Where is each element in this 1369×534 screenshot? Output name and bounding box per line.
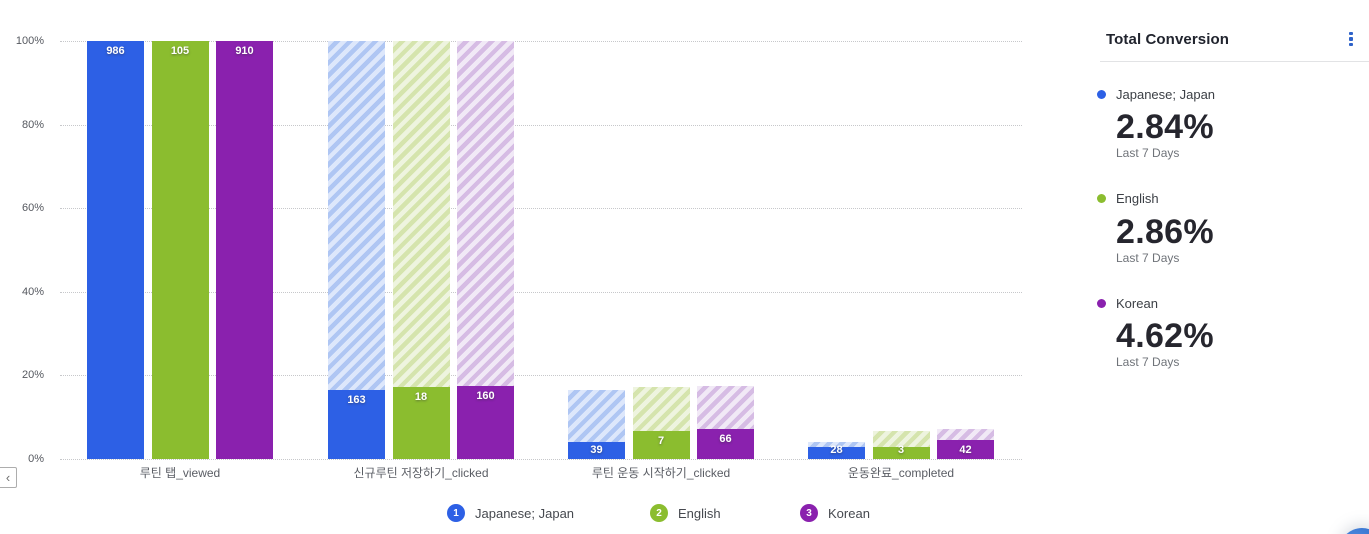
bar-converted-segment[interactable] — [808, 447, 865, 459]
y-axis-tick: 20% — [21, 369, 44, 382]
conversion-value: 2.86% — [1116, 212, 1214, 251]
legend-label: English — [678, 505, 721, 521]
y-axis-tick: 40% — [21, 285, 44, 298]
bar-converted-segment[interactable] — [872, 447, 930, 459]
bar-value-label: 910 — [235, 45, 254, 57]
legend-number-badge: 3 — [800, 504, 818, 522]
bar-dropoff-segment[interactable] — [697, 385, 754, 429]
bar-converted-segment[interactable] — [632, 431, 690, 459]
legend-item-1[interactable]: 1 Japanese; Japan — [447, 504, 574, 522]
bar-value-label: 18 — [414, 391, 428, 404]
bar-converted-segment[interactable] — [457, 385, 514, 459]
y-axis-tick: 0% — [28, 453, 44, 465]
bar-value-label: 39 — [590, 444, 603, 456]
bar-value-label: 28 — [830, 444, 843, 456]
gridline-20% — [60, 375, 1022, 377]
bar-dropoff-segment[interactable] — [392, 41, 450, 388]
conversion-period: Last 7 Days — [1116, 250, 1180, 265]
chevron-left-icon: ‹ — [5, 470, 11, 485]
help-fab-button[interactable] — [1339, 528, 1369, 534]
bar-converted-segment[interactable] — [87, 41, 144, 459]
bar-dropoff-segment[interactable] — [937, 428, 994, 440]
legend-number-badge: 1 — [447, 504, 465, 522]
legend-item-3[interactable]: 3 Korean — [800, 504, 870, 522]
pager-prev-button[interactable]: ‹ — [0, 467, 17, 488]
bar-value-label: 3 — [897, 444, 905, 456]
bar-dropoff-segment[interactable] — [808, 442, 865, 448]
series-color-dot — [1097, 298, 1106, 308]
bar-dropoff-segment[interactable] — [457, 41, 514, 386]
bar-value-label: 66 — [719, 432, 732, 445]
x-axis-category-label: 루틴 운동 시작하기_clicked — [591, 466, 731, 480]
series-name: Japanese; Japan — [1116, 86, 1216, 102]
gridline-40% — [60, 291, 1022, 293]
bar-dropoff-segment[interactable] — [328, 41, 385, 390]
bar-dropoff-segment[interactable] — [632, 387, 690, 432]
bar-converted-segment[interactable] — [568, 442, 625, 459]
gridline-0% — [60, 459, 1022, 460]
bar-converted-segment[interactable] — [697, 428, 754, 459]
y-axis-tick: 60% — [21, 202, 44, 215]
bar-value-label: 160 — [476, 389, 495, 402]
conversion-period: Last 7 Days — [1116, 146, 1180, 160]
bar-converted-segment[interactable] — [937, 439, 994, 459]
bar-value-label: 7 — [657, 435, 665, 448]
bar-value-label: 986 — [106, 45, 125, 57]
series-color-dot — [1097, 89, 1106, 99]
bar-converted-segment[interactable] — [328, 389, 385, 459]
kebab-menu-icon[interactable] — [1345, 29, 1357, 49]
gridline-60% — [60, 208, 1022, 210]
bar-dropoff-segment[interactable] — [568, 389, 625, 443]
bar-converted-segment[interactable] — [216, 41, 273, 459]
conversion-value: 2.84% — [1116, 108, 1214, 146]
conversion-value: 4.62% — [1116, 317, 1214, 355]
x-axis-category-label: 루틴 탭_viewed — [139, 466, 221, 480]
x-axis-category-label: 신규루틴 저장하기_clicked — [353, 466, 489, 480]
bar-value-label: 105 — [170, 45, 190, 57]
bar-dropoff-segment[interactable] — [872, 431, 930, 448]
bar-converted-segment[interactable] — [151, 41, 209, 459]
conversion-entry: Korean 4.62% Last 7 Days — [1097, 295, 1347, 369]
legend-label: Japanese; Japan — [475, 505, 575, 521]
bar-value-label: 163 — [347, 393, 366, 406]
legend-item-2[interactable]: 2 English — [650, 504, 721, 522]
gridline-80% — [60, 124, 1022, 126]
bar-value-label: 42 — [959, 443, 972, 456]
gridline-100% — [60, 41, 1022, 42]
series-name: English — [1116, 191, 1159, 206]
series-name: Korean — [1116, 295, 1158, 311]
panel-divider — [1100, 61, 1369, 62]
conversion-entry: English 2.86% Last 7 Days — [1097, 191, 1347, 265]
x-axis-category-label: 운동완료_completed — [847, 466, 955, 480]
y-axis-tick: 80% — [21, 118, 44, 131]
conversion-entry: Japanese; Japan 2.84% Last 7 Days — [1097, 86, 1347, 160]
total-conversion-title: Total Conversion — [1106, 31, 1229, 48]
conversion-period: Last 7 Days — [1116, 355, 1180, 369]
series-color-dot — [1097, 194, 1106, 203]
legend-label: Korean — [828, 505, 870, 521]
legend-number-badge: 2 — [650, 504, 668, 522]
y-axis-tick: 100% — [15, 35, 44, 47]
bar-converted-segment[interactable] — [392, 387, 450, 459]
